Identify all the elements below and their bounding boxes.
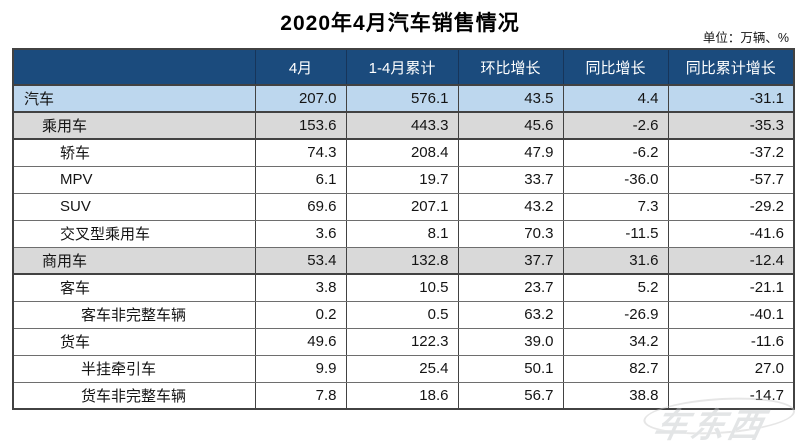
row-label-cell: 交叉型乘用车: [12, 220, 255, 248]
value-cell: 207.1: [345, 193, 458, 221]
table-row: 货车 49.6 122.3 39.0 34.2 -11.6: [12, 328, 794, 356]
value-cell: 6.1: [254, 166, 346, 194]
value-cell: 19.7: [345, 166, 458, 194]
header-cell: 环比增长: [457, 49, 563, 86]
value-cell: 3.8: [254, 274, 346, 302]
value-cell: -14.7: [667, 382, 794, 410]
value-cell: 207.0: [254, 85, 346, 113]
value-cell: 82.7: [562, 355, 668, 383]
value-cell: 43.5: [457, 85, 563, 113]
table-row: 客车 3.8 10.5 23.7 5.2 -21.1: [12, 274, 794, 302]
value-cell: 3.6: [254, 220, 346, 248]
row-label-cell: 客车非完整车辆: [12, 301, 255, 329]
value-cell: -37.2: [667, 139, 794, 167]
row-label-cell: 客车: [12, 274, 255, 302]
value-cell: 208.4: [345, 139, 458, 167]
header-cell: 同比累计增长: [667, 49, 794, 86]
value-cell: 47.9: [457, 139, 563, 167]
value-cell: 8.1: [345, 220, 458, 248]
row-label-cell: 货车: [12, 328, 255, 356]
value-cell: 50.1: [457, 355, 563, 383]
row-label-cell: 货车非完整车辆: [12, 382, 255, 410]
header-cell: 1-4月累计: [345, 49, 458, 86]
value-cell: 0.2: [254, 301, 346, 329]
table-row: 轿车 74.3 208.4 47.9 -6.2 -37.2: [12, 139, 794, 167]
row-label-cell: 半挂牵引车: [12, 355, 255, 383]
value-cell: -35.3: [667, 112, 794, 140]
table-row: 货车非完整车辆 7.8 18.6 56.7 38.8 -14.7: [12, 382, 794, 410]
row-label-cell: 轿车: [12, 139, 255, 167]
value-cell: -29.2: [667, 193, 794, 221]
value-cell: 69.6: [254, 193, 346, 221]
row-label-cell: 乘用车: [12, 112, 255, 140]
value-cell: 27.0: [667, 355, 794, 383]
table-row: SUV 69.6 207.1 43.2 7.3 -29.2: [12, 193, 794, 221]
value-cell: -11.5: [562, 220, 668, 248]
value-cell: -31.1: [667, 85, 794, 113]
value-cell: 23.7: [457, 274, 563, 302]
value-cell: 4.4: [562, 85, 668, 113]
value-cell: 70.3: [457, 220, 563, 248]
page-title: 2020年4月汽车销售情况: [280, 12, 520, 35]
value-cell: 43.2: [457, 193, 563, 221]
table-row: 半挂牵引车 9.9 25.4 50.1 82.7 27.0: [12, 355, 794, 383]
table-row: MPV 6.1 19.7 33.7 -36.0 -57.7: [12, 166, 794, 194]
value-cell: 5.2: [562, 274, 668, 302]
row-label-cell: SUV: [12, 193, 255, 221]
value-cell: -6.2: [562, 139, 668, 167]
value-cell: -21.1: [667, 274, 794, 302]
table-row: 客车非完整车辆 0.2 0.5 63.2 -26.9 -40.1: [12, 301, 794, 329]
row-label-cell: 汽车: [12, 85, 255, 113]
value-cell: 443.3: [345, 112, 458, 140]
value-cell: 53.4: [254, 247, 346, 275]
value-cell: 34.2: [562, 328, 668, 356]
value-cell: 49.6: [254, 328, 346, 356]
table-row: 交叉型乘用车 3.6 8.1 70.3 -11.5 -41.6: [12, 220, 794, 248]
header-cell: 4月: [254, 49, 346, 86]
table-row: 商用车 53.4 132.8 37.7 31.6 -12.4: [12, 247, 794, 275]
value-cell: 7.8: [254, 382, 346, 410]
header-cell: 同比增长: [562, 49, 668, 86]
row-label-cell: 商用车: [12, 247, 255, 275]
value-cell: 45.6: [457, 112, 563, 140]
value-cell: 25.4: [345, 355, 458, 383]
value-cell: -11.6: [667, 328, 794, 356]
value-cell: -40.1: [667, 301, 794, 329]
value-cell: 18.6: [345, 382, 458, 410]
value-cell: 38.8: [562, 382, 668, 410]
table-header: 4月 1-4月累计 环比增长 同比增长 同比累计增长: [12, 49, 794, 86]
value-cell: -2.6: [562, 112, 668, 140]
value-cell: -26.9: [562, 301, 668, 329]
table-row: 汽车 207.0 576.1 43.5 4.4 -31.1: [12, 85, 794, 113]
value-cell: 63.2: [457, 301, 563, 329]
sales-table: 4月 1-4月累计 环比增长 同比增长 同比累计增长 汽车 207.0 576.1 43.5 4…: [12, 48, 795, 410]
value-cell: 7.3: [562, 193, 668, 221]
value-cell: 122.3: [345, 328, 458, 356]
header-cell-blank: [12, 49, 255, 86]
value-cell: 576.1: [345, 85, 458, 113]
value-cell: 56.7: [457, 382, 563, 410]
unit-note: 单位：万辆、%: [702, 31, 789, 45]
row-label-cell: MPV: [12, 166, 255, 194]
value-cell: 10.5: [345, 274, 458, 302]
value-cell: -57.7: [667, 166, 794, 194]
value-cell: 33.7: [457, 166, 563, 194]
value-cell: -36.0: [562, 166, 668, 194]
value-cell: -41.6: [667, 220, 794, 248]
value-cell: 39.0: [457, 328, 563, 356]
table-row: 乘用车 153.6 443.3 45.6 -2.6 -35.3: [12, 112, 794, 140]
value-cell: 74.3: [254, 139, 346, 167]
value-cell: 0.5: [345, 301, 458, 329]
value-cell: 37.7: [457, 247, 563, 275]
value-cell: 31.6: [562, 247, 668, 275]
value-cell: 9.9: [254, 355, 346, 383]
value-cell: -12.4: [667, 247, 794, 275]
table-body: 汽车 207.0 576.1 43.5 4.4 -31.1 乘用车 153.6 443.3 45.…: [12, 85, 794, 410]
value-cell: 153.6: [254, 112, 346, 140]
value-cell: 132.8: [345, 247, 458, 275]
table-header-row: 4月 1-4月累计 环比增长 同比增长 同比累计增长: [12, 49, 794, 86]
